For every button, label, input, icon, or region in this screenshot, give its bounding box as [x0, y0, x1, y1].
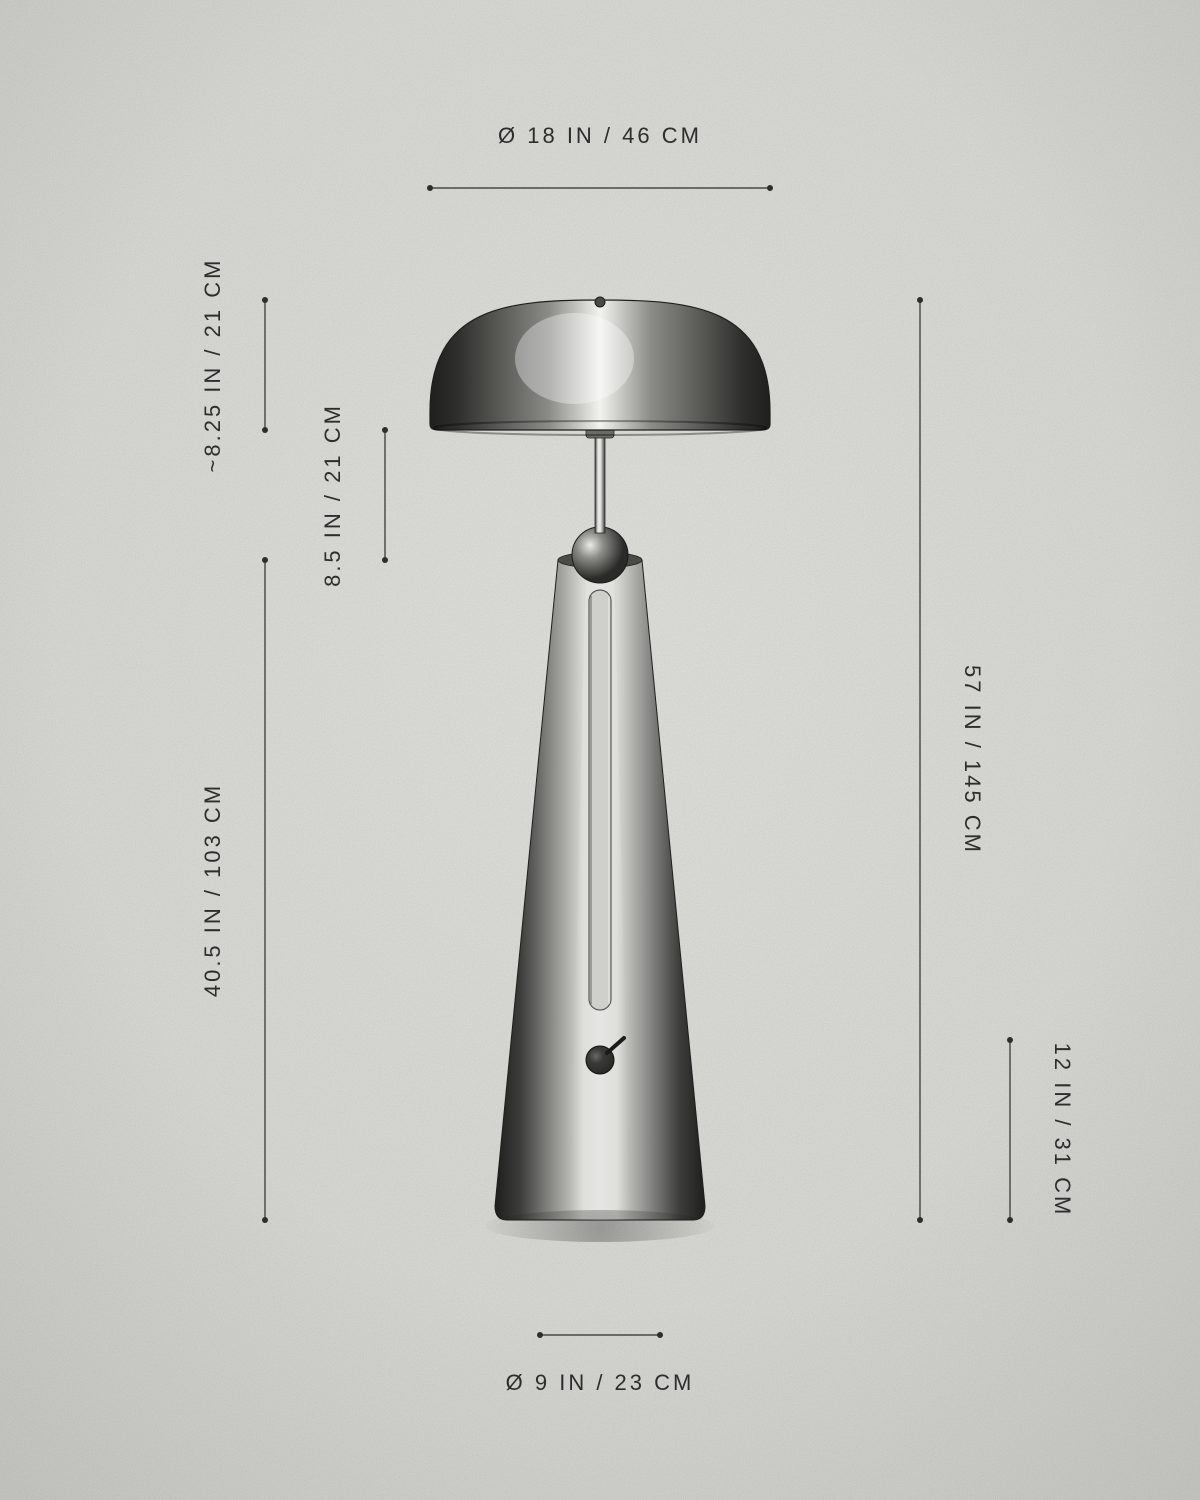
lamp-body-slot: [589, 590, 611, 1010]
dim-label-total-height: 57 IN / 145 CM: [960, 665, 985, 855]
dimension-diagram: Ø 18 IN / 46 CM Ø 9 IN / 23 CM ~8.25 IN / …: [0, 0, 1200, 1500]
dim-label-shade-height: ~8.25 IN / 21 CM: [200, 258, 225, 473]
dim-label-lower-right: 12 IN / 31 CM: [1050, 1043, 1075, 1218]
lamp-shade-finial: [595, 297, 605, 307]
lamp-ball-joint: [572, 527, 628, 583]
dim-label-body-height: 40.5 IN / 103 CM: [200, 783, 225, 997]
diagram-svg: Ø 18 IN / 46 CM Ø 9 IN / 23 CM ~8.25 IN / …: [0, 0, 1200, 1500]
lamp-stem: [595, 430, 605, 533]
dim-label-stem-height: 8.5 IN / 21 CM: [320, 403, 345, 587]
dim-label-top-diameter: Ø 18 IN / 46 CM: [498, 123, 702, 148]
lamp-base-shadow: [485, 1210, 716, 1242]
dim-label-bottom-diameter: Ø 9 IN / 23 CM: [506, 1370, 695, 1395]
lamp-shade-highlight: [515, 313, 634, 404]
